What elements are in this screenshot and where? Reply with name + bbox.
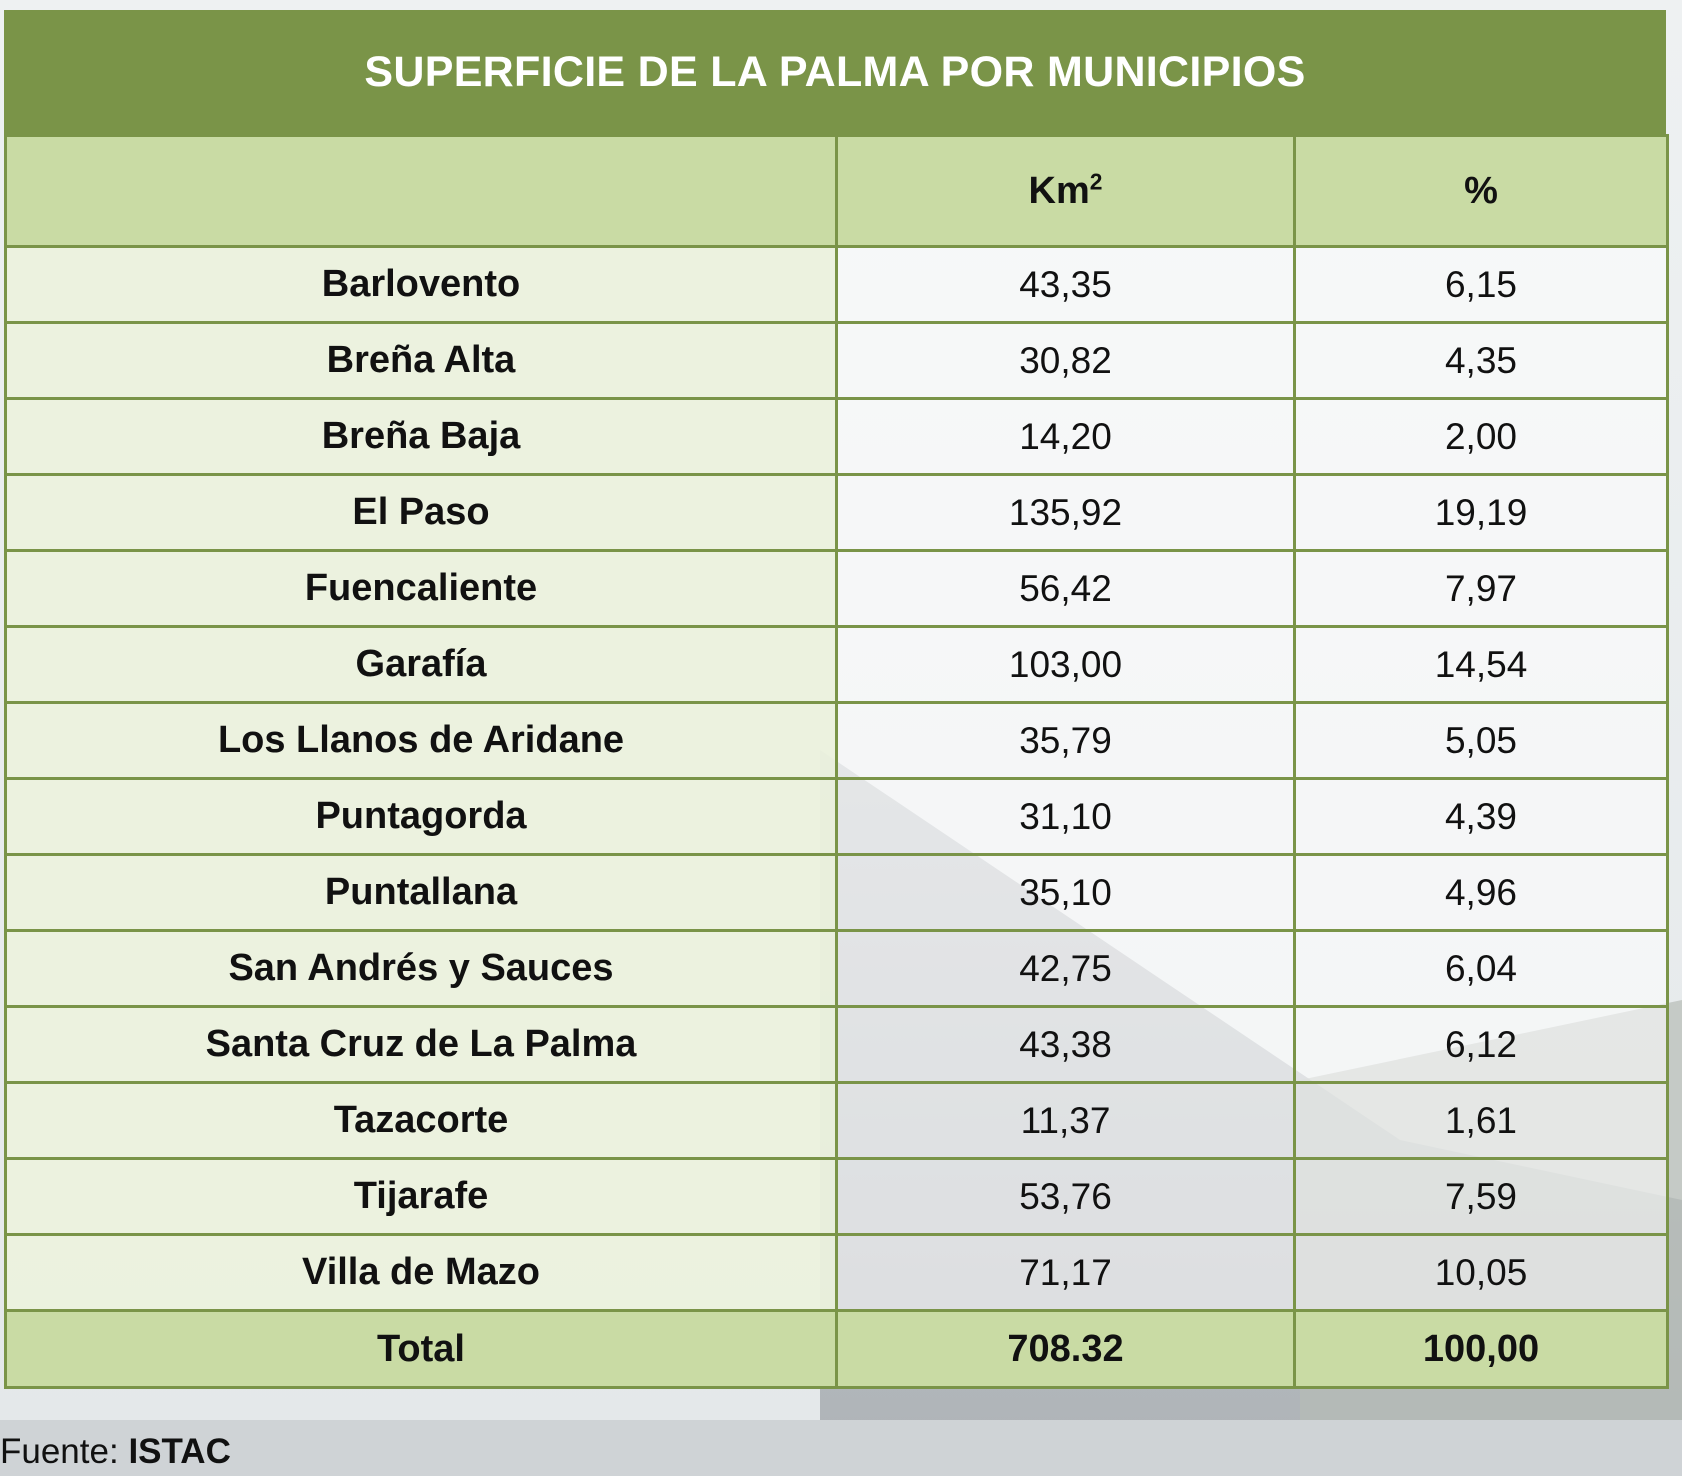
table-row: Tijarafe 53,76 7,59 — [4, 1157, 1669, 1236]
table-row: Puntagorda 31,10 4,39 — [4, 777, 1669, 856]
area-km2-cell: 103,00 — [835, 625, 1296, 704]
table-row: Tazacorte 11,37 1,61 — [4, 1081, 1669, 1160]
area-km2-cell: 42,75 — [835, 929, 1296, 1008]
area-km2-cell: 53,76 — [835, 1157, 1296, 1236]
area-percent-cell: 1,61 — [1293, 1081, 1669, 1160]
municipality-name-cell: Breña Baja — [4, 397, 838, 476]
area-km2-cell: 30,82 — [835, 321, 1296, 400]
area-km2-cell: 71,17 — [835, 1233, 1296, 1312]
municipality-name-cell: Puntagorda — [4, 777, 838, 856]
area-percent-cell: 2,00 — [1293, 397, 1669, 476]
area-km2-cell: 43,35 — [835, 245, 1296, 324]
table-row: Barlovento 43,35 6,15 — [4, 245, 1669, 324]
area-percent-cell: 6,04 — [1293, 929, 1669, 1008]
header-percent: % — [1293, 134, 1669, 248]
source-note: Fuente: ISTAC — [0, 1432, 231, 1472]
area-percent-cell: 14,54 — [1293, 625, 1669, 704]
total-percent-cell: 100,00 — [1293, 1309, 1669, 1389]
municipality-name-cell: El Paso — [4, 473, 838, 552]
table-row: Santa Cruz de La Palma 43,38 6,12 — [4, 1005, 1669, 1084]
table-row: Los Llanos de Aridane 35,79 5,05 — [4, 701, 1669, 780]
table-row: Puntallana 35,10 4,96 — [4, 853, 1669, 932]
municipality-name-cell: Breña Alta — [4, 321, 838, 400]
table-title: SUPERFICIE DE LA PALMA POR MUNICIPIOS — [4, 10, 1666, 134]
municipality-name-cell: Fuencaliente — [4, 549, 838, 628]
table-row: Fuencaliente 56,42 7,97 — [4, 549, 1669, 628]
municipality-name-cell: Puntallana — [4, 853, 838, 932]
header-municipio — [4, 134, 838, 248]
source-value: ISTAC — [128, 1432, 231, 1471]
area-percent-cell: 6,12 — [1293, 1005, 1669, 1084]
municipality-name-cell: Barlovento — [4, 245, 838, 324]
municipality-name-cell: Los Llanos de Aridane — [4, 701, 838, 780]
area-km2-cell: 35,10 — [835, 853, 1296, 932]
area-percent-cell: 5,05 — [1293, 701, 1669, 780]
area-percent-cell: 6,15 — [1293, 245, 1669, 324]
table-row: Garafía 103,00 14,54 — [4, 625, 1669, 704]
table-row: Breña Baja 14,20 2,00 — [4, 397, 1669, 476]
area-percent-cell: 10,05 — [1293, 1233, 1669, 1312]
municipality-table: Km2 % Barlovento 43,35 6,15 Breña Alta 30,82… — [4, 134, 1669, 1389]
municipality-name-cell: Tijarafe — [4, 1157, 838, 1236]
area-km2-cell: 11,37 — [835, 1081, 1296, 1160]
municipality-name-cell: Garafía — [4, 625, 838, 704]
area-percent-cell: 4,96 — [1293, 853, 1669, 932]
municipality-name-cell: San Andrés y Sauces — [4, 929, 838, 1008]
area-table: SUPERFICIE DE LA PALMA POR MUNICIPIOS Km… — [4, 10, 1669, 1389]
area-percent-cell: 7,97 — [1293, 549, 1669, 628]
area-km2-cell: 31,10 — [835, 777, 1296, 856]
area-percent-cell: 19,19 — [1293, 473, 1669, 552]
area-km2-cell: 35,79 — [835, 701, 1296, 780]
total-row: Total 708.32 100,00 — [4, 1309, 1669, 1389]
total-label-cell: Total — [4, 1309, 838, 1389]
municipality-name-cell: Santa Cruz de La Palma — [4, 1005, 838, 1084]
area-percent-cell: 4,39 — [1293, 777, 1669, 856]
header-km-label: Km — [1028, 169, 1090, 212]
header-km-superscript: 2 — [1089, 167, 1103, 194]
municipality-name-cell: Tazacorte — [4, 1081, 838, 1160]
area-percent-cell: 4,35 — [1293, 321, 1669, 400]
area-km2-cell: 14,20 — [835, 397, 1296, 476]
header-km2: Km2 — [835, 134, 1296, 248]
total-km2-cell: 708.32 — [835, 1309, 1296, 1389]
area-km2-cell: 43,38 — [835, 1005, 1296, 1084]
table-row: El Paso 135,92 19,19 — [4, 473, 1669, 552]
table-row: San Andrés y Sauces 42,75 6,04 — [4, 929, 1669, 1008]
area-km2-cell: 56,42 — [835, 549, 1296, 628]
table-row: Breña Alta 30,82 4,35 — [4, 321, 1669, 400]
municipality-name-cell: Villa de Mazo — [4, 1233, 838, 1312]
source-label: Fuente: — [0, 1432, 119, 1471]
table-row: Villa de Mazo 71,17 10,05 — [4, 1233, 1669, 1312]
area-percent-cell: 7,59 — [1293, 1157, 1669, 1236]
header-row: Km2 % — [4, 134, 1669, 248]
area-km2-cell: 135,92 — [835, 473, 1296, 552]
